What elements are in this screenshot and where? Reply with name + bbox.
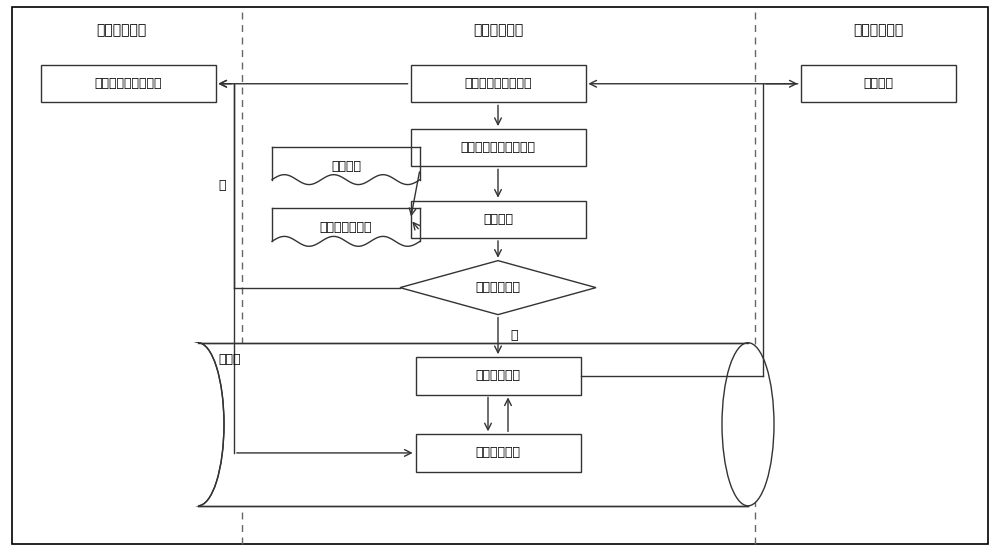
Polygon shape <box>400 261 596 315</box>
Bar <box>171 343 199 506</box>
Ellipse shape <box>722 343 774 506</box>
Text: 运行人员执行: 运行人员执行 <box>853 23 903 37</box>
Text: 已校核操作票: 已校核操作票 <box>476 369 520 382</box>
Text: 一键顺控（校核模式）: 一键顺控（校核模式） <box>460 141 536 154</box>
Bar <box>411 129 586 166</box>
Text: 是否校核通过: 是否校核通过 <box>476 281 520 294</box>
Text: 仿真系统: 仿真系统 <box>483 213 513 226</box>
Bar <box>416 434 580 472</box>
Bar <box>272 208 420 241</box>
Ellipse shape <box>172 343 224 506</box>
Text: 顺控操作票文档: 顺控操作票文档 <box>320 222 372 234</box>
Text: 运行人员验票: 运行人员验票 <box>473 23 523 37</box>
Bar <box>198 343 748 506</box>
Text: 顺控操作票编辑工具: 顺控操作票编辑工具 <box>94 77 162 90</box>
Text: 厂站信息: 厂站信息 <box>331 160 361 172</box>
Text: 顺控操作票编辑工具: 顺控操作票编辑工具 <box>464 77 532 90</box>
Bar <box>272 147 420 180</box>
Text: 未校核操作票: 未校核操作票 <box>476 446 520 460</box>
Text: 数据库: 数据库 <box>218 353 240 366</box>
Text: 是: 是 <box>510 329 518 342</box>
Bar <box>41 65 216 102</box>
Bar <box>411 201 586 238</box>
Text: 否: 否 <box>218 179 226 192</box>
Text: 一键顺控: 一键顺控 <box>863 77 893 90</box>
Bar <box>416 357 580 395</box>
Bar <box>411 65 586 102</box>
Bar <box>800 65 956 102</box>
Text: 厂家人员做票: 厂家人员做票 <box>96 23 146 37</box>
